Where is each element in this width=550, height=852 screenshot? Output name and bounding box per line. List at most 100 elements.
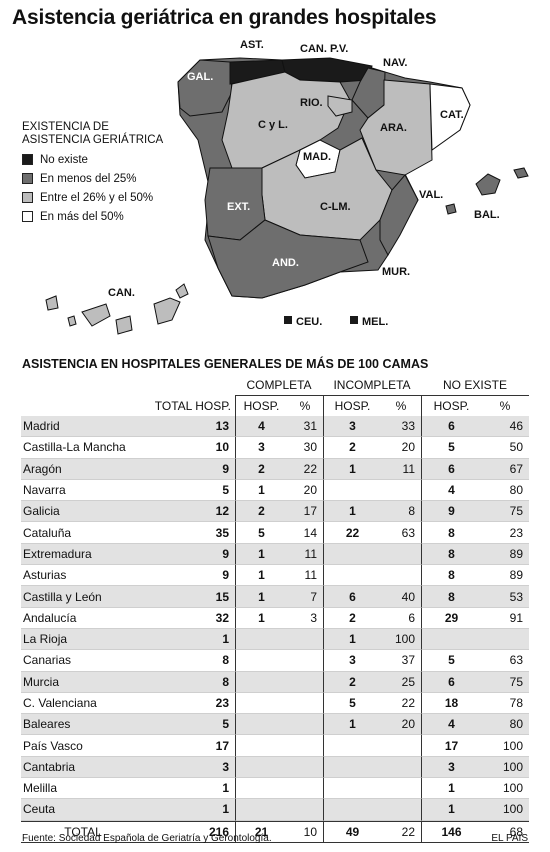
cell-name: C. Valenciana [21, 693, 143, 715]
legend-label: Entre el 26% y el 50% [40, 191, 154, 204]
cell-incompleta-pct: 8 [381, 501, 421, 523]
cell-incompleta-hosp: 2 [323, 437, 381, 459]
cell-noexiste-hosp: 6 [421, 416, 481, 438]
cell-name: Ceuta [21, 799, 143, 821]
cell-completa-pct: 11 [287, 543, 323, 566]
cell-noexiste-pct: 89 [481, 565, 529, 587]
cell-noexiste-pct: 78 [481, 693, 529, 715]
header-incompleta: INCOMPLETA [323, 375, 421, 396]
cell-name: Melilla [21, 778, 143, 800]
cell-completa-hosp: 4 [235, 416, 287, 438]
region-rioja [327, 95, 353, 117]
cell-incompleta-hosp: 5 [323, 692, 381, 715]
map-label-mad: MAD. [303, 151, 331, 163]
cell-noexiste-pct: 100 [481, 778, 529, 800]
cell-incompleta-pct: 63 [381, 522, 421, 544]
cell-incompleta-hosp [323, 735, 381, 757]
cell-total: 23 [143, 693, 235, 715]
table-body: Madrid 13 4 31 3 33 6 46 Castilla-La Mancha 10 3 30… [21, 416, 529, 843]
cell-noexiste-hosp: 6 [421, 458, 481, 480]
cell-name: Murcia [21, 671, 143, 693]
table-row: País Vasco 17 17 100 [21, 735, 529, 757]
table-row: Ceuta 1 1 100 [21, 799, 529, 821]
cell-noexiste-hosp: 18 [421, 692, 481, 715]
cell-name: País Vasco [21, 735, 143, 757]
cell-incompleta-hosp: 49 [323, 820, 381, 843]
cell-incompleta-pct: 37 [381, 650, 421, 672]
cell-incompleta-pct [381, 735, 421, 757]
cell-name: Extremadura [21, 543, 143, 566]
cell-completa-pct: 10 [287, 820, 323, 843]
cell-total: 9 [143, 543, 235, 566]
cell-completa-hosp: 5 [235, 522, 287, 544]
map-label-ceu: CEU. [296, 316, 322, 328]
table-row: Galicia 12 2 17 1 8 9 75 [21, 501, 529, 523]
cell-incompleta-pct [381, 565, 421, 587]
region-cataluna [429, 83, 471, 151]
cell-noexiste-hosp: 6 [421, 671, 481, 693]
map-label-ast: AST. [240, 39, 264, 51]
cell-completa-pct: 20 [287, 480, 323, 502]
cell-name: Canarias [21, 650, 143, 672]
cell-completa-pct: 11 [287, 565, 323, 587]
cell-incompleta-hosp [323, 778, 381, 800]
hospital-table: COMPLETA INCOMPLETA NO EXISTE TOTAL HOSP… [21, 375, 529, 843]
cell-noexiste-hosp [421, 628, 481, 651]
map-label-val: VAL. [419, 189, 443, 201]
cell-incompleta-pct [381, 543, 421, 566]
cell-completa-hosp: 2 [235, 458, 287, 480]
cell-incompleta-hosp [323, 756, 381, 779]
cell-incompleta-hosp [323, 565, 381, 587]
header-pct: % [395, 399, 407, 413]
cell-name: Baleares [21, 714, 143, 736]
cell-total: 216 [143, 820, 235, 843]
cell-total: 12 [143, 501, 235, 523]
cell-incompleta-hosp [323, 479, 381, 502]
cell-noexiste-pct: 100 [481, 756, 529, 779]
header-blank [21, 396, 143, 416]
cell-completa-hosp: 3 [235, 437, 287, 459]
header-hosp: HOSP. [235, 396, 287, 416]
table-row: Castilla y León 15 1 7 6 40 8 53 [21, 586, 529, 608]
table-row: Andalucía 32 1 3 2 6 29 91 [21, 607, 529, 629]
table-row: La Rioja 1 1 100 [21, 628, 529, 651]
cell-incompleta-pct: 20 [381, 437, 421, 459]
cell-noexiste-hosp: 8 [421, 565, 481, 587]
map-label-clm: C-LM. [320, 201, 351, 213]
cell-total: 13 [143, 416, 235, 438]
cell-completa-pct [287, 628, 323, 651]
cell-noexiste-pct: 50 [481, 437, 529, 459]
cell-incompleta-pct: 40 [381, 586, 421, 608]
cell-name: Castilla-La Mancha [21, 437, 143, 459]
cell-total: 9 [143, 565, 235, 587]
cell-name: La Rioja [21, 628, 143, 651]
cell-completa-pct: 3 [287, 608, 323, 629]
table-row: C. Valenciana 23 5 22 18 78 [21, 692, 529, 715]
map-label-bal: BAL. [474, 209, 500, 221]
header-noexiste: NO EXISTE [421, 375, 529, 396]
cell-total: 5 [143, 714, 235, 736]
cell-noexiste-hosp: 8 [421, 522, 481, 544]
map-label-gal: GAL. [187, 71, 213, 83]
region-andalucia [207, 219, 369, 299]
cell-noexiste-pct: 53 [481, 586, 529, 608]
cell-completa-pct: 31 [287, 416, 323, 438]
cell-total: 5 [143, 480, 235, 502]
cell-total: 8 [143, 671, 235, 693]
footer-source: Fuente: Sociedad Española de Geriatría y… [22, 833, 272, 844]
cell-completa-hosp [235, 671, 287, 693]
table-row: Navarra 5 1 20 4 80 [21, 479, 529, 502]
cell-name: Madrid [21, 416, 143, 438]
cell-completa-hosp: 1 [235, 565, 287, 587]
cell-name: TOTAL [21, 820, 143, 843]
footer-credit: EL PAIS [491, 833, 528, 844]
cell-noexiste-pct: 100 [481, 799, 529, 821]
cell-noexiste-pct: 63 [481, 650, 529, 672]
table-row: Cantabria 3 3 100 [21, 756, 529, 779]
map-label-can: CAN. [108, 287, 135, 299]
cell-completa-pct [287, 714, 323, 736]
cell-incompleta-pct: 100 [381, 628, 421, 651]
legend-swatch [22, 173, 33, 184]
cell-completa-pct: 22 [287, 458, 323, 480]
cell-noexiste-pct: 91 [481, 608, 529, 629]
